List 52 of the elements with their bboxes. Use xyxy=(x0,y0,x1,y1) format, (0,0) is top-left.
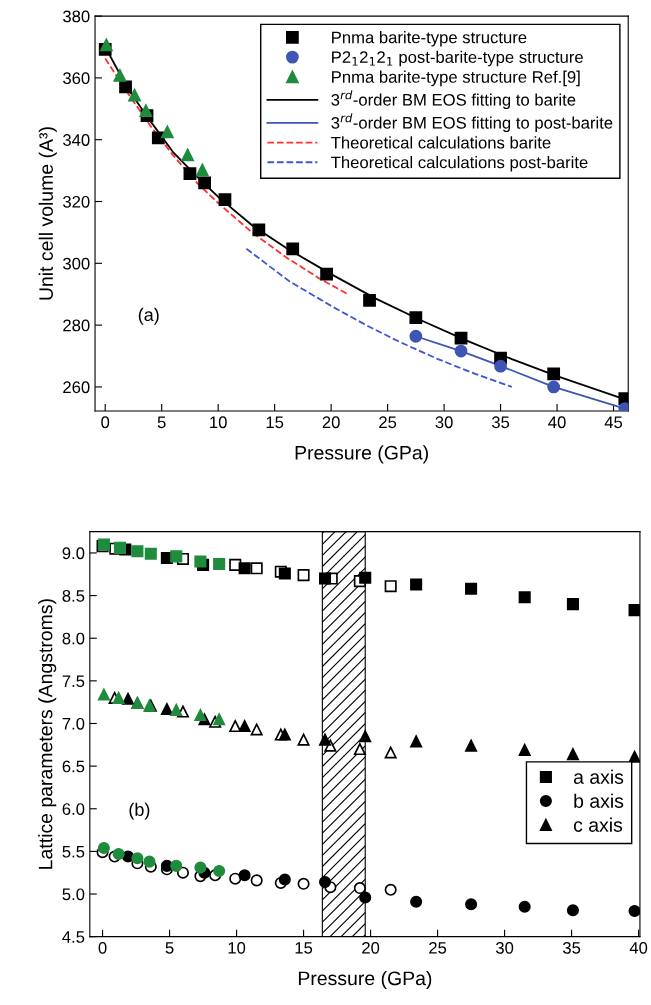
legend-label: 3$^{rd}$-order BM EOS fitting to post-barite xyxy=(331,113,613,133)
y-tick-label: 5.5 xyxy=(62,845,85,858)
y-axis-title: Lattice parameters (Angstroms) xyxy=(38,599,57,869)
y-tick-label: 8.0 xyxy=(62,632,85,645)
x-tick-label: 10 xyxy=(210,416,227,429)
legend-label: a axis xyxy=(573,769,624,784)
y-tick-label: 6.0 xyxy=(62,803,85,815)
x-tick-label: 5 xyxy=(165,942,174,954)
legend-label: Theoretical calculations post-barite xyxy=(331,156,588,172)
y-tick-label: 7.0 xyxy=(62,717,85,730)
y-tick-label: 340 xyxy=(63,134,90,146)
x-tick-label: 30 xyxy=(435,416,453,429)
y-tick-label: 6.5 xyxy=(62,760,85,773)
legend-label: 3$^{rd}$-order BM EOS fitting to barite xyxy=(331,90,576,110)
x-tick-label: 0 xyxy=(98,941,107,954)
x-tick-label: 25 xyxy=(379,416,397,429)
annotation: (b) xyxy=(129,802,150,820)
legend-label: c axis xyxy=(573,817,623,832)
y-tick-label: 9.0 xyxy=(62,547,85,560)
y-tick-label: 260 xyxy=(63,381,90,394)
y-tick-label: 280 xyxy=(63,319,90,332)
x-tick-label: 10 xyxy=(228,941,246,954)
annotation: (a) xyxy=(138,307,159,325)
x-tick-label: 20 xyxy=(322,416,340,429)
x-axis-title: Pressure (GPa) xyxy=(298,970,432,990)
y-tick-label: 5.0 xyxy=(62,888,85,901)
x-tick-label: 5 xyxy=(157,416,166,429)
x-tick-label: 40 xyxy=(629,941,648,954)
y-tick-label: 8.5 xyxy=(62,590,85,602)
x-tick-label: 45 xyxy=(604,416,623,429)
y-tick-label: 4.5 xyxy=(62,931,85,943)
x-tick-label: 35 xyxy=(562,941,581,954)
y-tick-label: 7.5 xyxy=(62,675,85,688)
x-tick-label: 35 xyxy=(491,416,510,429)
legend-label: Theoretical calculations barite xyxy=(331,136,551,149)
legend-label: P2$_{1}$2$_{1}$2$_{1}$ post-barite-type structure xyxy=(332,50,583,67)
y-tick-label: 300 xyxy=(63,257,90,270)
y-axis-title: Unit cell volume (A³) xyxy=(38,127,57,300)
legend-label: Pnma barite-type structure xyxy=(332,31,527,47)
legend-label: b axis xyxy=(574,793,624,808)
x-tick-label: 40 xyxy=(548,416,566,429)
x-tick-label: 0 xyxy=(101,416,110,429)
y-tick-label: 380 xyxy=(63,10,90,23)
x-tick-label: 15 xyxy=(266,416,284,429)
x-tick-label: 25 xyxy=(429,941,447,954)
legend-label: Pnma barite-type structure Ref.[9] xyxy=(332,70,580,87)
y-tick-label: 320 xyxy=(63,195,90,208)
y-tick-label: 360 xyxy=(63,72,90,85)
x-tick-label: 30 xyxy=(495,941,514,954)
x-tick-label: 20 xyxy=(362,941,380,954)
x-tick-label: 15 xyxy=(295,942,313,954)
x-axis-title: Pressure (GPa) xyxy=(295,445,428,464)
